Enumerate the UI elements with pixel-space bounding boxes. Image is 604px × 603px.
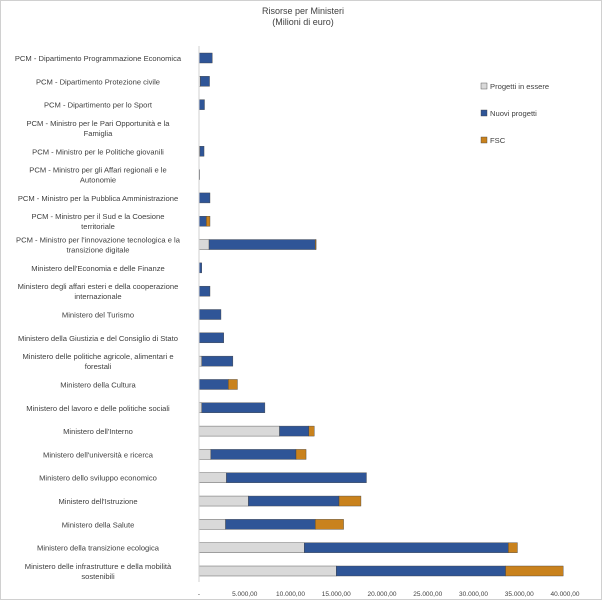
bar-nuovi-progetti [198,52,213,64]
bar-fsc [315,239,317,250]
category-label: PCM - Ministro per le Politiche giovanil… [32,147,164,156]
x-tick-label: 5.000,00 [232,591,258,598]
chart-subtitle: (Milioni di euro) [272,17,334,27]
bar-nuovi-progetti [198,379,229,390]
category-label: PCM - Ministro per il Sud e la Coesione t… [32,212,165,231]
bar-fsc [315,519,344,530]
bar-nuovi-progetti [336,565,506,577]
legend-swatch [480,109,488,117]
bar-nuovi-progetti [198,332,224,344]
legend-label: FSC [490,136,506,145]
bar-fsc [308,425,315,437]
legend-label: Progetti in essere [490,82,549,91]
x-tick-label: - [198,591,200,598]
bar-fsc [295,449,307,460]
category-label: Ministero delle politiche agricole, alim… [22,352,173,371]
bar-nuovi-progetti [198,309,222,320]
category-label: PCM - Dipartimento per lo Sport [44,101,153,110]
bar-nuovi-progetti [201,355,234,367]
legend-swatch [480,82,488,90]
category-label: PCM - Ministro per gli Affari regionali … [29,166,166,185]
bar-progetti-in-essere [198,472,227,483]
category-label: PCM - Ministro per l'innovazione tecnolo… [16,236,181,255]
x-tick-label: 40.000,00 [551,591,580,598]
legend-swatch [480,136,488,144]
x-tick-label: 10.000,00 [276,591,305,598]
x-tick-label: 35.000,00 [505,591,534,598]
category-label: Ministero della Salute [62,520,135,529]
x-tick-label: 15.000,00 [322,591,351,598]
bar-progetti-in-essere [198,449,212,460]
bar-progetti-in-essere [198,425,280,437]
bar-fsc [228,379,238,390]
bar-fsc [508,542,518,553]
category-label: PCM - Ministro per le Pari Opportunità e… [26,119,170,138]
category-label: Ministero dell'Interno [63,427,133,436]
category-label: Ministero dell'Economia e delle Finanze [31,264,165,273]
category-label: Ministero degli affari esteri e della co… [18,282,179,301]
bar-nuovi-progetti [198,192,211,204]
bar-nuovi-progetti [279,425,309,437]
bar-progetti-in-essere [198,519,226,530]
bar-progetti-in-essere [198,565,337,577]
category-label: Ministero del lavoro e delle politiche s… [26,404,170,413]
bar-nuovi-progetti [225,519,316,530]
bar-nuovi-progetti [198,285,211,297]
category-label: Ministero dello sviluppo economico [39,474,157,483]
bar-progetti-in-essere [198,495,249,507]
category-label: Ministero del Turismo [62,311,134,320]
legend-label: Nuovi progetti [490,109,537,118]
bar-progetti-in-essere [198,542,305,553]
x-tick-label: 20.000,00 [368,591,397,598]
category-label: PCM - Ministro per la Pubblica Amministr… [18,194,178,203]
x-tick-label: 30.000,00 [459,591,488,598]
category-label: Ministero dell'Istruzione [58,497,137,506]
bar-nuovi-progetti [198,216,207,227]
bar-nuovi-progetti [226,472,367,483]
bar-nuovi-progetti [248,495,340,507]
bar-nuovi-progetti [210,449,297,460]
bar-nuovi-progetti [198,99,205,110]
bar-fsc [505,565,564,577]
bar-nuovi-progetti [199,146,205,157]
category-label: Ministero dell'università e ricerca [43,450,154,459]
category-label: Ministero delle infrastrutture e della m… [25,562,172,581]
category-label: PCM - Dipartimento Programmazione Econom… [15,54,182,63]
x-tick-label: 25.000,00 [413,591,442,598]
category-label: Ministero della Giustizia e del Consigli… [18,334,178,343]
bar-nuovi-progetti [201,402,266,413]
bar-progetti-in-essere [198,239,210,250]
category-label: Ministero della Cultura [60,380,136,389]
bar-fsc [206,216,211,227]
bar-nuovi-progetti [200,76,210,87]
chart-title: Risorse per Ministeri [261,6,345,16]
bar-nuovi-progetti [304,542,509,553]
category-label: PCM - Dipartimento Protezione civile [36,77,160,86]
bar-nuovi-progetti [208,239,316,250]
category-label: Ministero della transizione ecologica [37,544,160,553]
bar-fsc [338,495,362,507]
